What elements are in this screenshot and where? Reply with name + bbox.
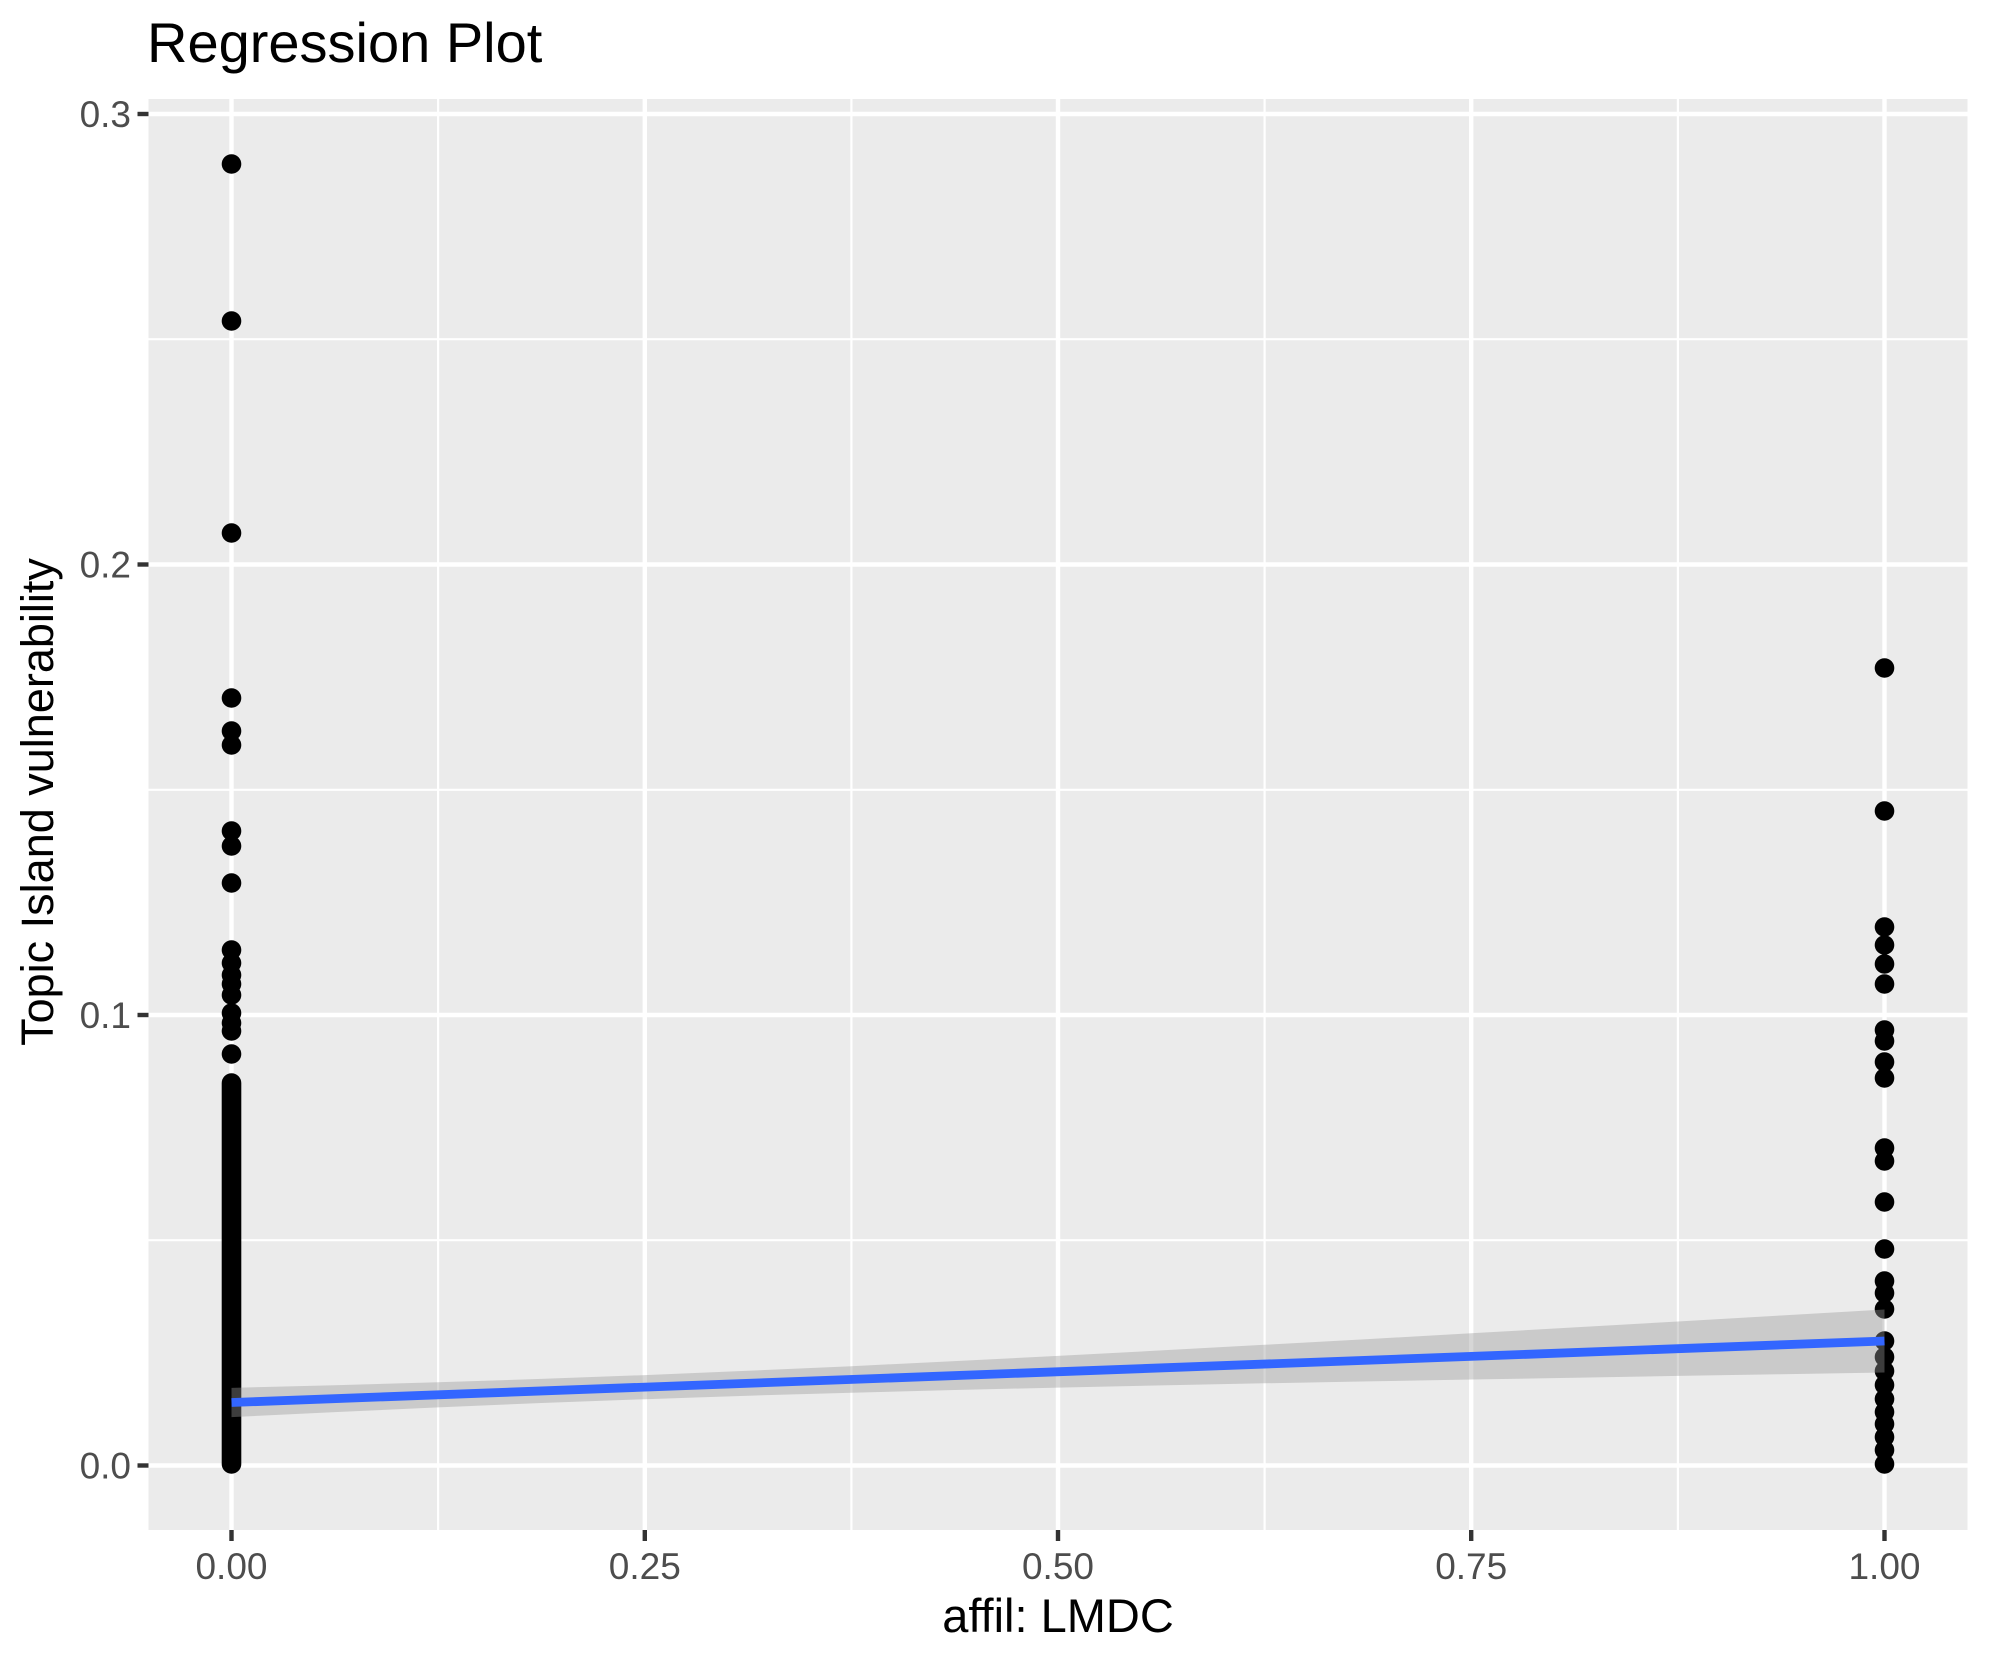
svg-text:Regression Plot: Regression Plot bbox=[147, 11, 543, 74]
svg-text:0.3: 0.3 bbox=[80, 94, 131, 135]
svg-text:0.50: 0.50 bbox=[1022, 1546, 1094, 1587]
svg-text:1.00: 1.00 bbox=[1848, 1546, 1920, 1587]
svg-text:affil: LMDC: affil: LMDC bbox=[942, 1589, 1174, 1642]
svg-text:0.1: 0.1 bbox=[80, 995, 131, 1036]
svg-text:0.00: 0.00 bbox=[195, 1546, 267, 1587]
svg-text:0.0: 0.0 bbox=[80, 1446, 131, 1487]
svg-text:0.2: 0.2 bbox=[80, 545, 131, 586]
svg-text:0.25: 0.25 bbox=[609, 1546, 681, 1587]
svg-text:0.75: 0.75 bbox=[1435, 1546, 1507, 1587]
svg-text:Topic Island vulnerability: Topic Island vulnerability bbox=[12, 558, 63, 1046]
